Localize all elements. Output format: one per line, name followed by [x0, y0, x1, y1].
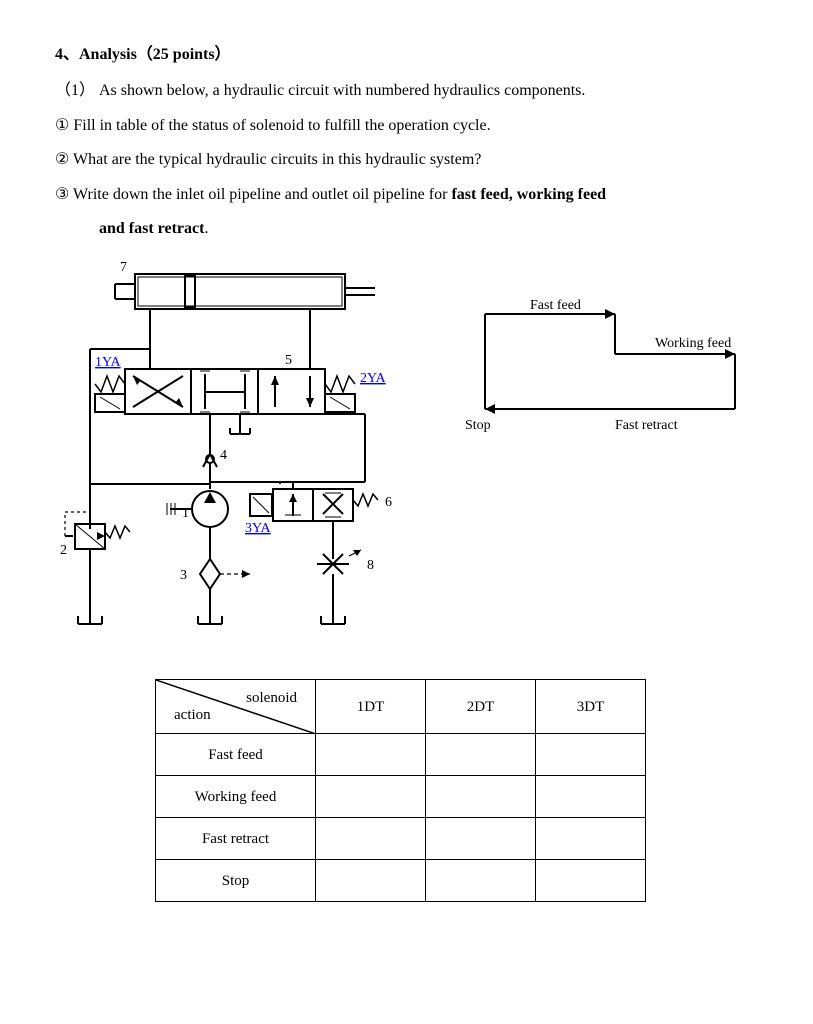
text-sub3-bold: fast feed, working feed	[451, 186, 606, 203]
cell	[426, 860, 536, 902]
table-col-3dt: 3DT	[536, 680, 646, 734]
label-stop: Stop	[465, 418, 491, 433]
cell	[536, 860, 646, 902]
label-8: 8	[367, 558, 374, 573]
cell	[536, 776, 646, 818]
cell	[316, 818, 426, 860]
figure-row: 7	[55, 254, 758, 654]
table-header-row: solenoid action 1DT 2DT 3DT	[156, 680, 646, 734]
cell	[536, 734, 646, 776]
row-fast-retract: Fast retract	[156, 818, 316, 860]
label-2ya: 2YA	[360, 371, 387, 386]
label-7: 7	[120, 260, 127, 275]
label-6: 6	[385, 495, 392, 510]
cell	[316, 734, 426, 776]
label-3ya: 3YA	[245, 521, 272, 536]
label-working-feed: Working feed	[655, 336, 731, 351]
hydraulic-schematic: 7	[55, 254, 445, 654]
cell	[426, 734, 536, 776]
table-col-1dt: 1DT	[316, 680, 426, 734]
table-hdr-solenoid: solenoid	[246, 684, 297, 713]
label-4: 4	[220, 448, 227, 463]
label-1: 1	[182, 506, 189, 521]
label-fast-feed: Fast feed	[530, 298, 581, 313]
label-fast-retract: Fast retract	[615, 418, 678, 433]
heading: 4、Analysis（25 points）	[55, 40, 758, 70]
text-sub3b: and fast retract.	[55, 214, 758, 244]
text-sub3b-dot: .	[204, 220, 208, 237]
cell	[536, 818, 646, 860]
cell	[426, 776, 536, 818]
cell	[316, 776, 426, 818]
table-row: Stop	[156, 860, 646, 902]
text-sub2: ② What are the typical hydraulic circuit…	[55, 145, 758, 175]
cell	[426, 818, 536, 860]
table-row: Fast feed	[156, 734, 646, 776]
table-hdr-action: action	[174, 701, 211, 730]
label-1ya: 1YA	[95, 355, 122, 370]
row-stop: Stop	[156, 860, 316, 902]
label-3: 3	[180, 568, 187, 583]
text-sub3a: ③ Write down the inlet oil pipeline and …	[55, 186, 451, 203]
row-working-feed: Working feed	[156, 776, 316, 818]
text-sub3: ③ Write down the inlet oil pipeline and …	[55, 180, 758, 210]
table-row: Fast retract	[156, 818, 646, 860]
table-row: Working feed	[156, 776, 646, 818]
text-q1: （1） As shown below, a hydraulic circuit …	[55, 76, 758, 106]
cell	[316, 860, 426, 902]
table-col-2dt: 2DT	[426, 680, 536, 734]
text-sub1: ① Fill in table of the status of solenoi…	[55, 111, 758, 141]
table-corner-cell: solenoid action	[156, 680, 316, 734]
row-fast-feed: Fast feed	[156, 734, 316, 776]
label-2: 2	[60, 543, 67, 558]
solenoid-table: solenoid action 1DT 2DT 3DT Fast feed Wo…	[155, 679, 646, 902]
text-sub3b-bold: and fast retract	[99, 220, 204, 237]
cycle-diagram: Fast feed Working feed Fast retract Stop	[465, 279, 755, 449]
label-5: 5	[285, 353, 292, 368]
